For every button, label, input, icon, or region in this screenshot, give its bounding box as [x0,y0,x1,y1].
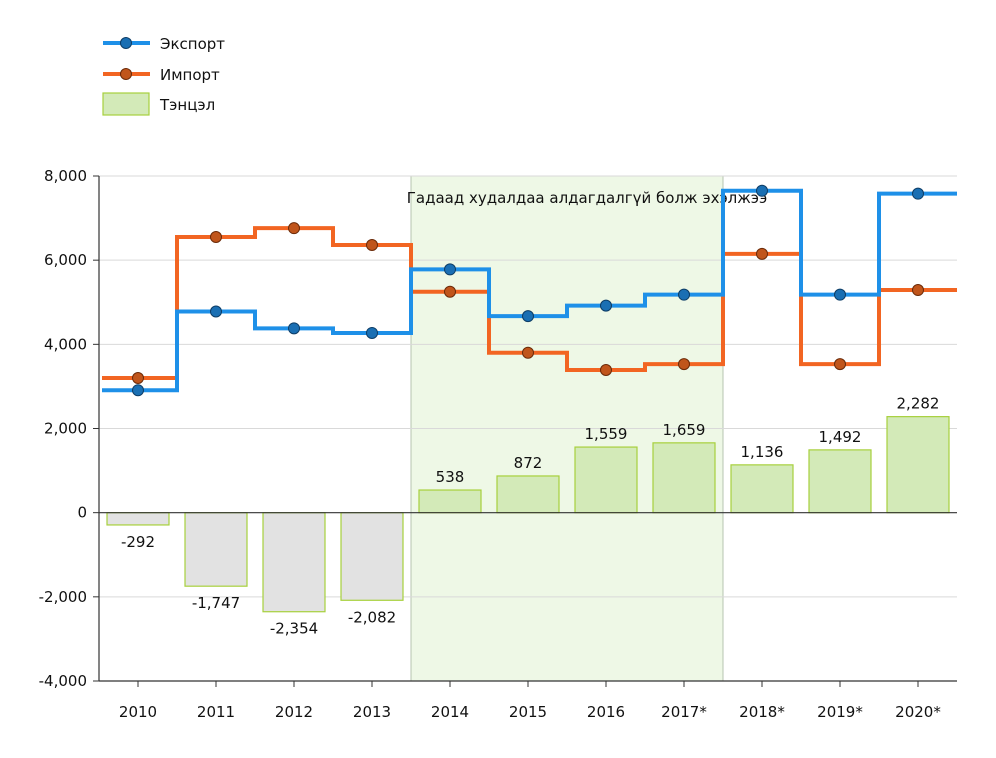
y-tick-label: 8,000 [44,167,87,185]
x-tick-label: 2013 [353,703,391,721]
export-marker [210,305,222,318]
y-tick-label: 2,000 [44,420,87,438]
import-marker [288,222,300,235]
balance-bar [652,442,716,514]
highlight-annotation: Гадаад худалдаа алдагдалгүй болж эхэлжээ [407,189,768,207]
import-marker [210,231,222,244]
balance-bars [106,416,950,613]
bar-value-label: -2,354 [270,620,318,638]
export-marker [288,322,300,335]
x-tick-label: 2020* [895,703,941,721]
import-marker [600,364,612,377]
import-marker [834,358,846,371]
x-tick-label: 2017* [661,703,707,721]
legend-import-label: Импорт [160,66,220,84]
x-axis-ticks: 2010 2011 2012 2013 2014 2015 2016 2017* 2018* 20… [119,681,941,721]
export-marker [132,384,144,397]
import-marker [678,358,690,371]
legend-export-marker [120,37,132,49]
export-marker [834,288,846,301]
x-tick-label: 2019* [817,703,863,721]
balance-bar [574,446,638,514]
y-axis-ticks: -4,000 -2,000 0 2,000 4,000 6,000 8,000 [39,167,99,690]
x-tick-label: 2018* [739,703,785,721]
balance-bar [496,475,560,514]
bar-value-label: 2,282 [897,395,940,413]
y-tick-label: 6,000 [44,251,87,269]
balance-bar [808,449,872,514]
export-marker [600,299,612,312]
bar-value-label: 1,492 [819,428,862,446]
balance-bar [418,489,482,514]
legend-export-label: Экспорт [160,35,225,53]
export-marker [912,187,924,200]
legend-balance-label: Тэнцэл [159,96,215,114]
export-marker [522,310,534,323]
x-tick-label: 2014 [431,703,469,721]
import-marker [444,285,456,298]
import-marker [522,346,534,359]
import-marker [132,372,144,384]
trade-lines [102,184,957,397]
bar-value-label: 538 [436,468,465,486]
bar-value-labels: -292 -1,747 -2,354 -2,082 538 872 1,559 1,659 1,… [121,395,940,638]
balance-bar [886,416,950,514]
export-marker [756,184,768,197]
bar-value-label: 1,659 [663,421,706,439]
bar-value-label: -2,082 [348,608,396,626]
balance-bar [106,512,170,526]
legend-balance-swatch [102,92,150,116]
import-marker [366,239,378,252]
bar-value-label: -292 [121,533,155,551]
x-tick-label: 2015 [509,703,547,721]
y-tick-label: -4,000 [39,672,87,690]
balance-bar [184,512,248,587]
legend-import-marker [120,68,132,80]
bar-value-label: 872 [514,454,543,472]
x-tick-label: 2011 [197,703,235,721]
x-tick-label: 2012 [275,703,313,721]
y-tick-label: 4,000 [44,335,87,353]
x-tick-label: 2010 [119,703,157,721]
y-tick-label: -2,000 [39,588,87,606]
bar-value-label: -1,747 [192,594,240,612]
balance-bar [262,512,326,613]
balance-bar [730,464,794,514]
bar-value-label: 1,559 [585,425,628,443]
balance-bar [340,512,404,601]
bar-value-label: 1,136 [741,443,784,461]
x-tick-label: 2016 [587,703,625,721]
y-tick-label: 0 [77,504,87,522]
export-marker [444,263,456,276]
export-marker [366,326,378,339]
import-marker [912,284,924,297]
legend: Экспорт Импорт Тэнцэл [102,35,225,116]
import-marker [756,247,768,260]
export-marker [678,288,690,301]
